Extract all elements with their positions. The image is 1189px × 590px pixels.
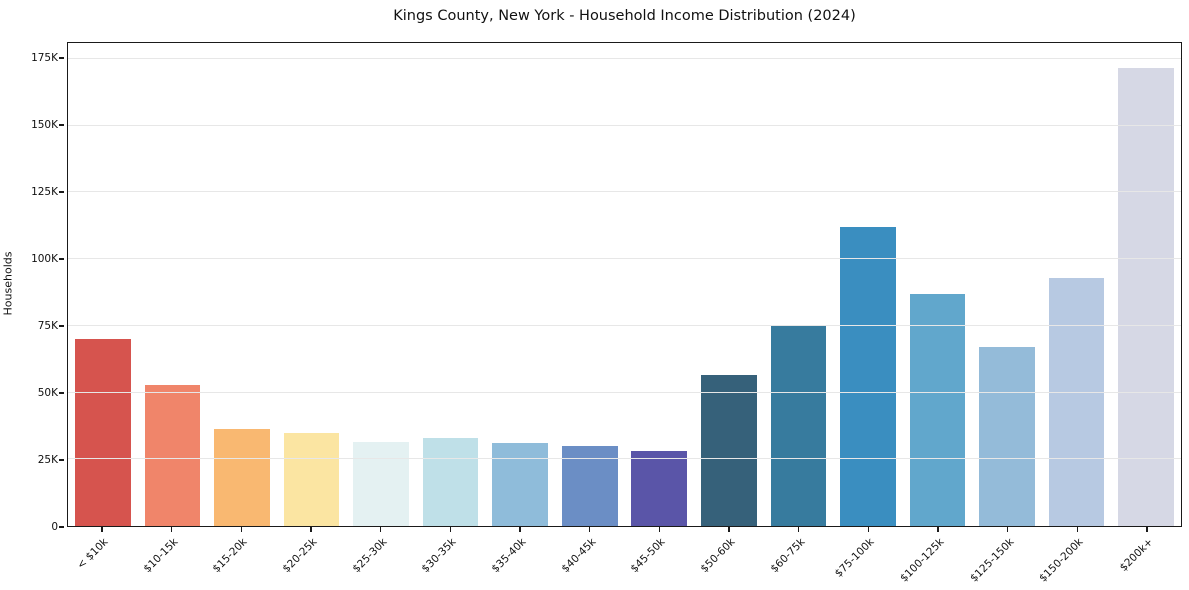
x-tick-mark [867, 527, 870, 532]
y-tick-label: 150K [31, 118, 58, 131]
bar-slot [1042, 43, 1112, 526]
bar-$30-35k [422, 437, 479, 526]
bar-$35-40k [492, 443, 548, 526]
bar-slot [625, 43, 695, 526]
x-tick-label: $20-25k [280, 536, 320, 576]
x-tick-mark [937, 527, 939, 532]
x-tick-label: $40-45k [559, 536, 599, 576]
bar-$20-25k [283, 432, 340, 526]
y-tick-label: 75K [37, 319, 58, 332]
x-tick-label: $125-150k [967, 536, 1017, 585]
x-tick-label: < $10k [74, 536, 111, 572]
x-tick-mark [449, 527, 451, 532]
gridline [68, 191, 1181, 193]
bar-slot [138, 43, 208, 526]
bar-slot [972, 43, 1042, 526]
x-tick-label: $35-40k [489, 536, 529, 576]
x-tick-label: $200k+ [1117, 536, 1156, 574]
x-tick-mark [379, 527, 382, 532]
y-tick-mark [59, 526, 64, 528]
bar-$75-100k [840, 227, 896, 526]
x-tick-mark [519, 527, 521, 532]
x-tick-label: $10-15k [140, 536, 181, 576]
x-tick-label: $60-75k [768, 536, 808, 576]
x-tick-label: $100-125k [898, 536, 947, 585]
bar-$125-150k [979, 347, 1035, 526]
x-tick-label: $15-20k [210, 536, 250, 576]
y-tick-label: 25K [37, 453, 58, 466]
bar-slot [903, 43, 973, 526]
y-tick-mark [59, 325, 64, 327]
x-tick-mark [728, 527, 730, 532]
y-axis: 0 25K 50K 75K 100K 125K 150K 175K [0, 42, 64, 532]
x-tick-mark [310, 527, 312, 532]
y-tick-label: 0 [51, 520, 58, 533]
bar-$60-75k [770, 324, 827, 526]
bar-slot [277, 43, 347, 526]
x-tick-mark [798, 527, 800, 532]
x-tick-mark [1146, 527, 1148, 532]
x-tick-mark [1076, 527, 1079, 532]
y-tick-mark [59, 258, 64, 260]
bar-slot [764, 43, 834, 526]
x-tick-mark [240, 527, 242, 532]
bar-< $10k [74, 339, 131, 526]
x-tick-label: $75-100k [833, 536, 877, 580]
gridline [68, 391, 1181, 393]
y-tick-label: 50K [37, 386, 58, 399]
gridline [68, 58, 1181, 60]
bar-slot [346, 43, 416, 526]
gridline [68, 258, 1181, 260]
y-tick-mark [59, 459, 64, 461]
bar-slot [555, 43, 625, 526]
y-tick-mark [59, 392, 64, 394]
x-tick-mark [658, 527, 661, 532]
x-tick-label: $50-60k [698, 536, 738, 576]
bar-series [68, 43, 1181, 526]
bar-$10-15k [144, 384, 201, 526]
bar-slot [485, 43, 555, 526]
x-tick-mark [1007, 527, 1009, 532]
x-tick-label: $45-50k [628, 536, 668, 576]
chart-title: Kings County, New York - Household Incom… [393, 8, 856, 24]
bar-slot [694, 43, 764, 526]
gridline [68, 324, 1181, 326]
bar-$50-60k [701, 375, 757, 526]
bar-$200k+ [1118, 68, 1175, 526]
x-tick-mark [588, 527, 591, 532]
x-tick-mark [101, 527, 103, 532]
y-tick-mark [59, 191, 64, 193]
x-tick-label: $30-35k [419, 536, 459, 576]
gridline [68, 458, 1181, 460]
bar-slot [68, 43, 138, 526]
bar-$150-200k [1048, 277, 1105, 526]
x-tick-mark [170, 527, 173, 532]
bar-slot [416, 43, 486, 526]
x-tick-label: $25-30k [349, 536, 390, 576]
y-tick-mark [59, 124, 64, 126]
bar-slot [833, 43, 903, 526]
y-tick-mark [59, 57, 64, 59]
y-tick-label: 100K [31, 252, 58, 265]
bar-$100-125k [909, 293, 966, 526]
y-tick-label: 125K [31, 185, 58, 198]
x-axis: < $10k $10-15k $15-20k $20-25k $25-30k $30-35… [67, 527, 1182, 587]
gridline [68, 124, 1181, 126]
plot-area [67, 42, 1182, 527]
bar-slot [207, 43, 277, 526]
y-tick-label: 175K [31, 51, 58, 64]
bar-$45-50k [631, 451, 688, 526]
bar-$15-20k [214, 428, 270, 526]
bar-$25-30k [353, 441, 409, 526]
bar-slot [1111, 43, 1181, 526]
x-tick-label: $150-200k [1037, 536, 1086, 585]
